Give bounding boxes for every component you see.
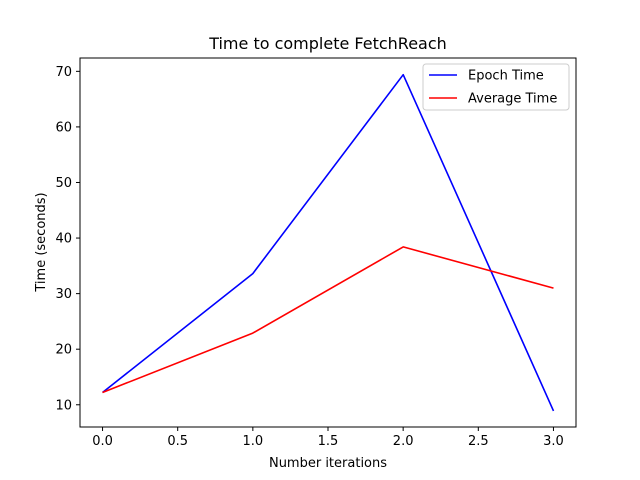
legend-label-1: Average Time	[468, 92, 557, 107]
x-axis-label: Number iterations	[269, 456, 387, 471]
chart-title: Time to complete FetchReach	[208, 34, 447, 53]
y-tick-label: 70	[55, 65, 72, 80]
series-line-0	[102, 73, 555, 412]
y-tick-label: 50	[55, 176, 72, 191]
y-tick-label: 30	[55, 287, 72, 302]
x-tick-label: 0.5	[167, 434, 188, 449]
y-axis-label: Time (seconds)	[34, 192, 49, 292]
x-tick-label: 0.0	[92, 434, 113, 449]
x-tick-label: 2.5	[468, 434, 489, 449]
x-tick-label: 1.0	[243, 434, 264, 449]
y-tick-label: 10	[55, 398, 72, 413]
y-tick-label: 60	[55, 120, 72, 135]
x-tick-label: 3.0	[543, 434, 564, 449]
legend-label-0: Epoch Time	[468, 69, 544, 84]
x-tick-label: 2.0	[393, 434, 414, 449]
legend-box	[422, 63, 570, 111]
x-tick-label: 1.5	[318, 434, 339, 449]
y-tick-label: 20	[55, 343, 72, 358]
legend: Epoch Time Average Time	[422, 63, 570, 111]
plot-area: 0.0 0.5 1.0 1.5 2.0 2.5 3.0 10 20 30 40 50 60 70	[55, 57, 577, 449]
y-tick-label: 40	[55, 232, 72, 247]
series-line-1	[102, 246, 554, 394]
